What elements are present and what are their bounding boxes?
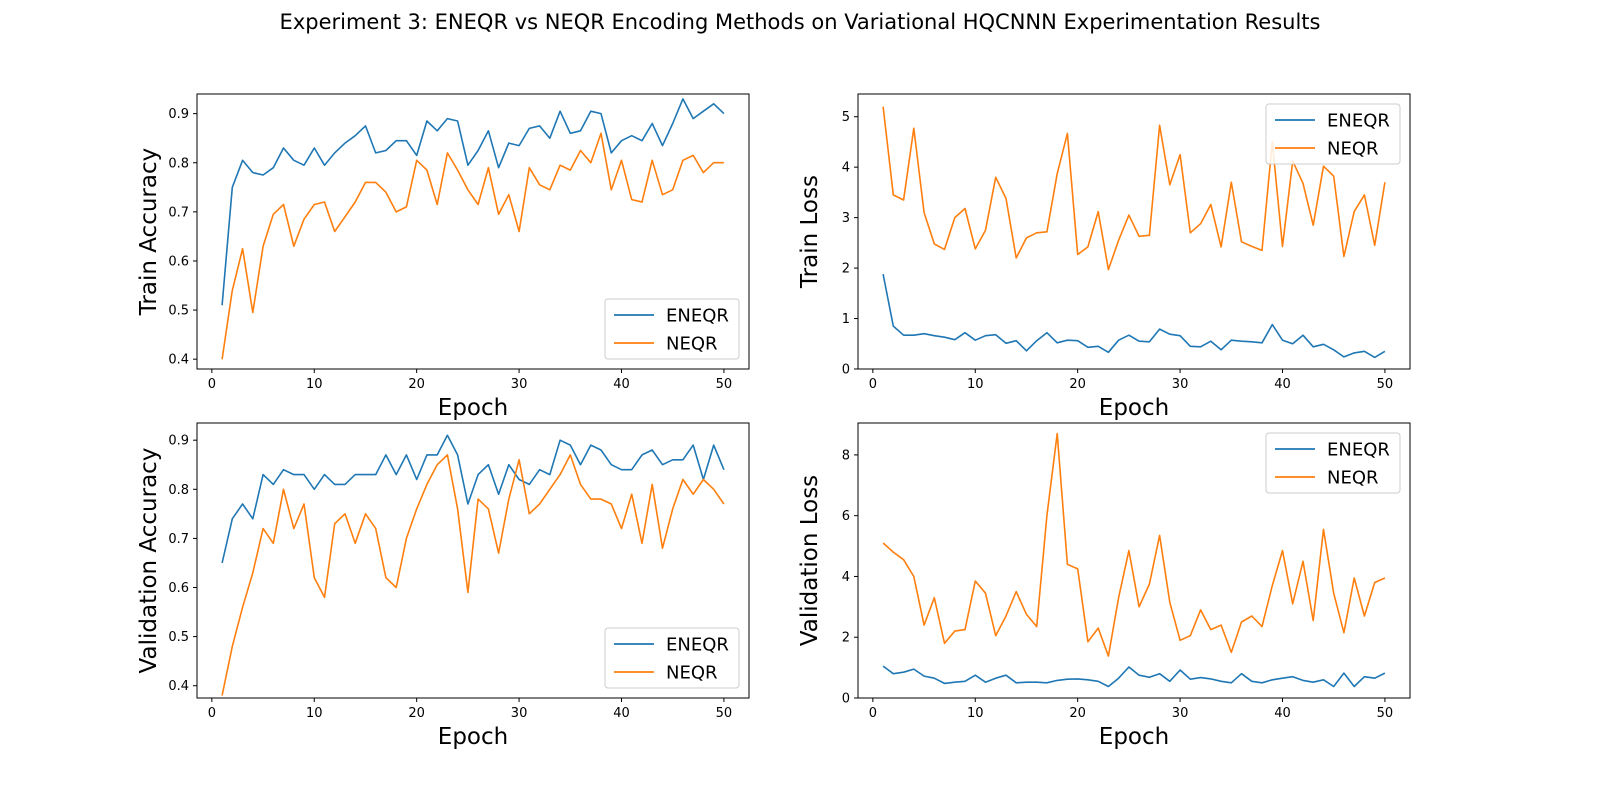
y-tick-label: 0.7 — [168, 205, 189, 220]
series-line-eneqr — [882, 273, 1386, 359]
y-tick-label: 0.8 — [168, 483, 189, 498]
figure-title: Experiment 3: ENEQR vs NEQR Encoding Met… — [279, 10, 1321, 34]
legend-label-eneqr: ENEQR — [1327, 440, 1390, 461]
series-line-eneqr — [221, 434, 725, 564]
x-tick-label: 50 — [1377, 706, 1394, 721]
x-tick-label: 50 — [716, 706, 733, 721]
x-tick-label: 40 — [1274, 377, 1291, 392]
subplot-train-accuracy: 0 10 20 30 40 50 0.4 0.5 0.6 0.7 0.8 0.9 Epoch Train … — [136, 93, 750, 421]
y-tick-label: 1 — [842, 312, 850, 327]
y-tick-label: 0.5 — [168, 630, 189, 645]
x-tick-label: 30 — [511, 377, 528, 392]
y-tick-label: 0.7 — [168, 532, 189, 547]
axes-frame — [196, 93, 750, 370]
axes-frame — [857, 422, 1411, 699]
x-tick-label: 10 — [306, 706, 323, 721]
y-tick-label: 3 — [842, 211, 850, 226]
series-line-neqr — [882, 106, 1386, 271]
y-tick-label: 2 — [842, 262, 850, 277]
x-tick-label: 0 — [869, 706, 877, 721]
x-tick-label: 30 — [511, 706, 528, 721]
y-tick-label: 2 — [842, 631, 850, 646]
legend-label-neqr: NEQR — [666, 663, 718, 684]
y-axis-label: Validation Accuracy — [136, 448, 162, 674]
x-tick-label: 50 — [1377, 377, 1394, 392]
y-tick-label: 0.4 — [168, 679, 189, 694]
x-axis-label: Epoch — [1099, 724, 1169, 750]
x-tick-label: 20 — [1069, 706, 1086, 721]
y-tick-label: 0.8 — [168, 156, 189, 171]
legend: ENEQR NEQR — [604, 298, 740, 360]
series-line-eneqr — [221, 98, 725, 306]
x-axis-label: Epoch — [438, 395, 508, 421]
x-axis-label: Epoch — [1099, 395, 1169, 421]
legend-label-eneqr: ENEQR — [666, 635, 729, 656]
x-tick-label: 10 — [306, 377, 323, 392]
subplot-validation-accuracy: 0 10 20 30 40 50 0.4 0.5 0.6 0.7 0.8 0.9 Epoch Valida… — [136, 422, 750, 750]
subplot-validation-loss: 0 10 20 30 40 50 0 2 4 6 8 Epoch Validation Loss ENEQ… — [797, 422, 1411, 750]
x-axis-label: Epoch — [438, 724, 508, 750]
y-tick-label: 0.5 — [168, 304, 189, 319]
axes-frame — [857, 93, 1411, 370]
x-tick-label: 40 — [613, 377, 630, 392]
x-tick-label: 40 — [1274, 706, 1291, 721]
legend-label-eneqr: ENEQR — [1327, 111, 1390, 132]
y-tick-label: 0.9 — [168, 107, 189, 122]
series-line-neqr — [221, 454, 725, 696]
y-axis-label: Validation Loss — [797, 475, 823, 646]
x-tick-label: 10 — [967, 706, 984, 721]
x-tick-label: 30 — [1172, 706, 1189, 721]
y-tick-label: 4 — [842, 570, 850, 585]
legend-frame — [604, 627, 740, 689]
y-tick-label: 0.4 — [168, 353, 189, 368]
series-line-eneqr — [882, 665, 1386, 688]
y-axis-label: Train Accuracy — [136, 148, 162, 317]
legend: ENEQR NEQR — [1265, 103, 1401, 165]
series-line-neqr — [221, 132, 724, 360]
y-tick-label: 5 — [842, 110, 850, 125]
x-tick-label: 20 — [408, 377, 425, 392]
legend-frame — [604, 298, 740, 360]
y-tick-label: 0.9 — [168, 434, 189, 449]
legend-label-neqr: NEQR — [1327, 139, 1379, 160]
y-tick-label: 4 — [842, 161, 850, 176]
y-tick-label: 0 — [842, 692, 850, 707]
x-tick-label: 0 — [208, 706, 216, 721]
legend-frame — [1265, 103, 1401, 165]
series-line-neqr — [882, 432, 1386, 657]
legend-label-neqr: NEQR — [666, 334, 718, 355]
legend: ENEQR NEQR — [1265, 432, 1401, 494]
legend: ENEQR NEQR — [604, 627, 740, 689]
x-tick-label: 40 — [613, 706, 630, 721]
subplot-train-loss: 0 10 20 30 40 50 0 1 2 3 4 5 Epoch Train Loss ENEQR NEQ… — [797, 93, 1411, 421]
y-tick-label: 0.6 — [168, 581, 189, 596]
x-tick-label: 10 — [967, 377, 984, 392]
x-tick-label: 20 — [1069, 377, 1086, 392]
y-tick-label: 0.6 — [168, 254, 189, 269]
x-tick-label: 20 — [408, 706, 425, 721]
legend-label-neqr: NEQR — [1327, 468, 1379, 489]
x-tick-label: 50 — [716, 377, 733, 392]
y-axis-label: Train Loss — [797, 175, 823, 289]
x-tick-label: 30 — [1172, 377, 1189, 392]
y-tick-label: 0 — [842, 363, 850, 378]
y-tick-label: 6 — [842, 509, 850, 524]
x-tick-label: 0 — [869, 377, 877, 392]
y-tick-label: 8 — [842, 448, 850, 463]
legend-frame — [1265, 432, 1401, 494]
x-tick-label: 0 — [208, 377, 216, 392]
axes-frame — [196, 422, 750, 699]
legend-label-eneqr: ENEQR — [666, 306, 729, 327]
